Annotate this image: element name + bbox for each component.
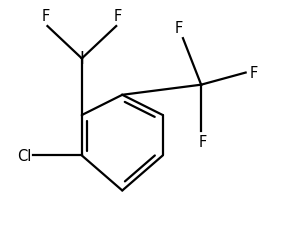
Text: F: F [114,9,122,24]
Text: F: F [199,135,207,150]
Text: F: F [41,9,50,24]
Text: I: I [80,50,84,68]
Text: Cl: Cl [17,148,31,163]
Text: F: F [250,66,258,81]
Text: F: F [175,21,183,36]
